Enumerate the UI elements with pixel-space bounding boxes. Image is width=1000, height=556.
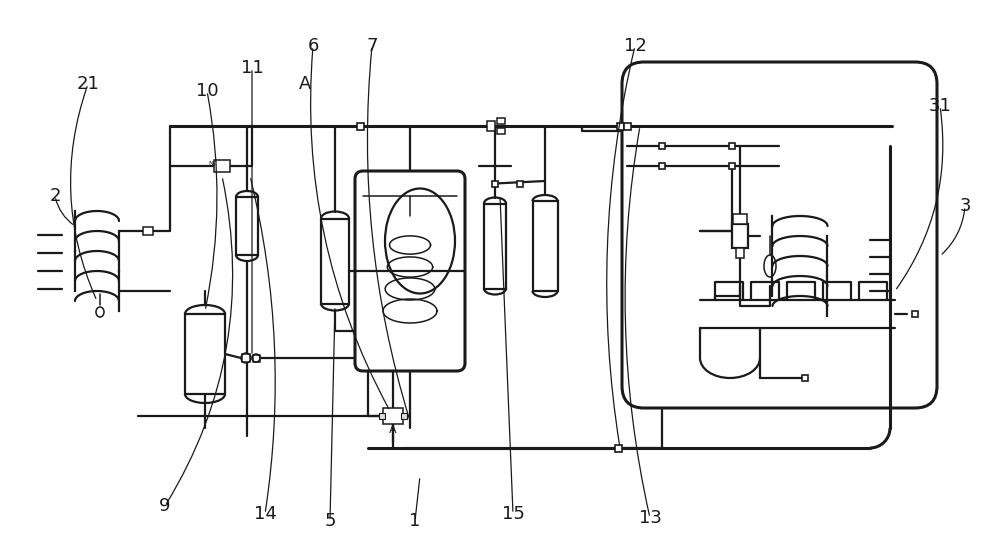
Bar <box>379 413 385 419</box>
Bar <box>616 122 624 130</box>
FancyBboxPatch shape <box>355 171 465 371</box>
Text: 9: 9 <box>159 497 171 515</box>
Bar <box>624 122 631 130</box>
Text: 11: 11 <box>241 59 263 77</box>
Text: 14: 14 <box>254 505 276 523</box>
Text: 10: 10 <box>196 82 218 100</box>
FancyBboxPatch shape <box>622 62 937 408</box>
Text: 7: 7 <box>366 37 378 55</box>
Bar <box>736 248 744 258</box>
Bar <box>321 219 349 304</box>
Bar <box>729 143 735 149</box>
Bar <box>487 121 495 131</box>
Text: A: A <box>389 425 397 435</box>
Bar <box>484 203 506 289</box>
Bar <box>143 227 153 235</box>
Bar <box>497 128 505 134</box>
Bar <box>733 214 747 224</box>
Bar <box>383 408 403 424</box>
Bar <box>729 163 735 169</box>
Bar <box>912 311 918 317</box>
Bar <box>659 163 665 169</box>
Text: NC: NC <box>208 161 218 166</box>
Text: 13: 13 <box>639 509 661 527</box>
Bar <box>614 444 622 451</box>
Bar <box>401 413 407 419</box>
Bar <box>242 354 250 362</box>
Bar <box>532 201 558 291</box>
Bar <box>497 118 505 124</box>
Text: 2: 2 <box>49 187 61 205</box>
Bar <box>517 181 523 186</box>
Bar <box>185 314 225 394</box>
Bar <box>802 375 808 381</box>
Bar <box>492 181 498 186</box>
Bar <box>214 160 230 172</box>
Bar <box>253 355 260 361</box>
Text: 3: 3 <box>959 197 971 215</box>
Text: 15: 15 <box>502 505 524 523</box>
Text: 12: 12 <box>624 37 646 55</box>
Text: 1: 1 <box>409 512 421 530</box>
Bar <box>357 122 364 130</box>
Text: 5: 5 <box>324 512 336 530</box>
Bar <box>236 197 258 255</box>
Text: 6: 6 <box>307 37 319 55</box>
Bar <box>659 143 665 149</box>
Text: 31: 31 <box>929 97 951 115</box>
Bar <box>732 224 748 248</box>
Text: 21: 21 <box>77 75 99 93</box>
Text: A: A <box>299 75 311 93</box>
